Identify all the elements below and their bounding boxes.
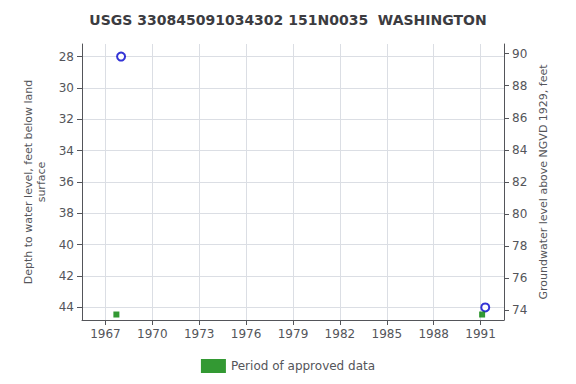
svg-text:28: 28 — [59, 50, 74, 64]
svg-text:1982: 1982 — [325, 327, 356, 341]
svg-text:1985: 1985 — [372, 327, 403, 341]
svg-text:1976: 1976 — [231, 327, 262, 341]
svg-text:78: 78 — [512, 239, 527, 253]
svg-text:82: 82 — [512, 175, 527, 189]
svg-text:30: 30 — [59, 81, 74, 95]
svg-text:76: 76 — [512, 271, 527, 285]
svg-text:1991: 1991 — [465, 327, 496, 341]
svg-text:90: 90 — [512, 47, 527, 61]
svg-text:38: 38 — [59, 206, 74, 220]
svg-text:42: 42 — [59, 269, 74, 283]
svg-text:1988: 1988 — [418, 327, 449, 341]
svg-text:USGS 330845091034302 151N0035: USGS 330845091034302 151N0035 WASHINGTON — [89, 12, 486, 28]
svg-text:1979: 1979 — [278, 327, 309, 341]
svg-text:Groundwater level above NGVD 1: Groundwater level above NGVD 1929, feet — [537, 64, 550, 300]
svg-text:34: 34 — [59, 144, 74, 158]
svg-text:84: 84 — [512, 143, 527, 157]
svg-text:44: 44 — [59, 300, 74, 314]
svg-text:88: 88 — [512, 79, 527, 93]
svg-text:1967: 1967 — [90, 327, 121, 341]
svg-text:36: 36 — [59, 175, 74, 189]
svg-text:74: 74 — [512, 303, 527, 317]
svg-text:40: 40 — [59, 238, 74, 252]
svg-text:1973: 1973 — [184, 327, 215, 341]
svg-text:Depth to water level, feet bel: Depth to water level, feet below land — [22, 80, 35, 285]
svg-text:surface: surface — [35, 161, 48, 202]
svg-text:80: 80 — [512, 207, 527, 221]
svg-text:1970: 1970 — [137, 327, 168, 341]
svg-text:Period of approved data: Period of approved data — [231, 359, 375, 373]
svg-text:32: 32 — [59, 112, 74, 126]
svg-text:86: 86 — [512, 111, 527, 125]
